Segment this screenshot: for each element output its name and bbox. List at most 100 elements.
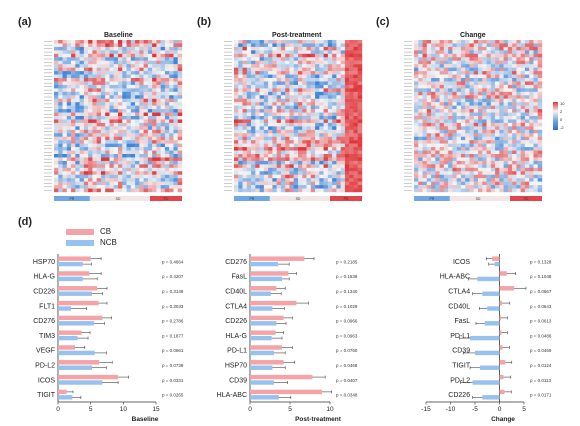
- heatmap-cell: [62, 174, 67, 179]
- heatmap-cell: [524, 143, 530, 148]
- heatmap-cell: [289, 136, 294, 141]
- heatmap-cell: [465, 185, 470, 189]
- heatmap-cell: [353, 112, 358, 117]
- heatmap-cell: [336, 160, 341, 165]
- heatmap-cell: [79, 88, 85, 93]
- heatmap-cell: [160, 143, 166, 148]
- heatmap-cell: [418, 84, 423, 89]
- heatmap-cell: [302, 157, 307, 162]
- heatmap-cell: [332, 185, 337, 189]
- heatmap-cell: [456, 60, 462, 65]
- heatmap-cell: [435, 109, 440, 113]
- heatmap-cell: [135, 88, 140, 93]
- heatmap-cell: [259, 50, 265, 55]
- heatmap-cell: [83, 81, 89, 86]
- heatmap-cell: [238, 57, 243, 61]
- category-label: CD40L: [448, 303, 470, 310]
- heatmap-cell: [537, 154, 543, 158]
- heatmap-cell: [422, 133, 427, 137]
- heatmap-cell: [310, 40, 316, 44]
- heatmap-cell: [529, 188, 534, 193]
- heatmap-cell: [139, 122, 144, 127]
- heatmap-cell: [452, 185, 457, 189]
- heatmap-cell: [486, 174, 491, 179]
- heatmap-cell: [414, 67, 419, 72]
- heatmap-cell: [83, 64, 89, 68]
- heatmap-cell: [520, 167, 526, 172]
- heatmap-cell: [414, 109, 419, 113]
- heatmap-cell: [118, 98, 123, 103]
- heatmap-cell: [469, 119, 474, 124]
- heatmap-cell: [242, 50, 247, 55]
- heatmap-cell: [246, 150, 252, 155]
- heatmap-cell: [96, 112, 102, 117]
- heatmap-cell: [478, 74, 483, 79]
- heatmap-cell: [460, 109, 466, 113]
- heatmap-cell: [499, 143, 504, 148]
- heatmap-cell: [268, 116, 273, 120]
- heatmap-cell: [473, 67, 479, 72]
- heatmap-cell: [126, 174, 131, 179]
- heatmap-cell: [263, 143, 269, 148]
- heatmap-cell: [503, 98, 509, 103]
- heatmap-cell: [516, 154, 521, 158]
- heatmap-cell: [113, 46, 119, 51]
- heatmap-cell: [135, 40, 140, 44]
- heatmap-cell: [448, 133, 453, 137]
- heatmap-cell: [126, 167, 131, 172]
- heatmap-cell: [418, 171, 423, 175]
- heatmap-cell: [490, 91, 496, 96]
- heatmap-cell: [357, 147, 363, 151]
- heatmap-cell: [79, 112, 85, 117]
- heatmap-cell: [246, 88, 252, 93]
- heatmap-cell: [242, 181, 247, 186]
- x-tick-label: 5: [89, 406, 93, 413]
- heatmap-cell: [173, 150, 178, 155]
- heatmap-cell: [100, 160, 106, 165]
- heatmap-cell: [414, 150, 419, 155]
- heatmap-cell: [147, 88, 153, 93]
- heatmap-cell: [113, 57, 119, 61]
- heatmap-cell: [242, 53, 247, 58]
- heatmap-cell: [130, 181, 136, 186]
- heatmap-cell: [263, 109, 269, 113]
- heatmap-cell: [122, 143, 127, 148]
- heatmap-cell: [263, 78, 269, 82]
- heatmap-cell: [285, 143, 290, 148]
- heatmap-cell: [414, 60, 419, 65]
- heatmap-cell: [118, 78, 123, 82]
- heatmap-cell: [177, 147, 183, 151]
- heatmap-cell: [113, 167, 119, 172]
- heatmap-cell: [306, 95, 311, 99]
- heatmap-cell: [263, 116, 269, 120]
- heatmap-cell: [152, 109, 157, 113]
- heatmap-cell: [263, 157, 269, 162]
- heatmap-cell: [62, 46, 67, 51]
- heatmap-cell: [156, 84, 161, 89]
- heatmap-cell: [238, 171, 243, 175]
- heatmap-cell: [71, 143, 76, 148]
- heatmap-cell: [139, 171, 144, 175]
- heatmap-cell: [105, 136, 110, 141]
- heatmap-cell: [88, 126, 93, 131]
- heatmap-cell: [298, 88, 303, 93]
- heatmap-cell: [422, 185, 427, 189]
- heatmap-cell: [516, 64, 521, 68]
- heatmap-cell: [268, 160, 273, 165]
- heatmap-cell: [272, 60, 277, 65]
- heatmap-cell: [118, 67, 123, 72]
- heatmap-cell: [507, 147, 513, 151]
- heatmap-cell: [435, 64, 440, 68]
- heatmap-cell: [499, 46, 504, 51]
- heatmap-cell: [75, 116, 80, 120]
- heatmap-cell: [529, 60, 534, 65]
- heatmap-cell: [66, 46, 72, 51]
- heatmap-cell: [109, 181, 114, 186]
- heatmap-cell: [524, 46, 530, 51]
- heatmap-cell: [332, 188, 337, 193]
- heatmap-cell: [164, 119, 170, 124]
- heatmap-cell: [130, 53, 136, 58]
- heatmap-cell: [276, 143, 282, 148]
- heatmap-cell: [280, 119, 286, 124]
- heatmap-cell: [469, 95, 474, 99]
